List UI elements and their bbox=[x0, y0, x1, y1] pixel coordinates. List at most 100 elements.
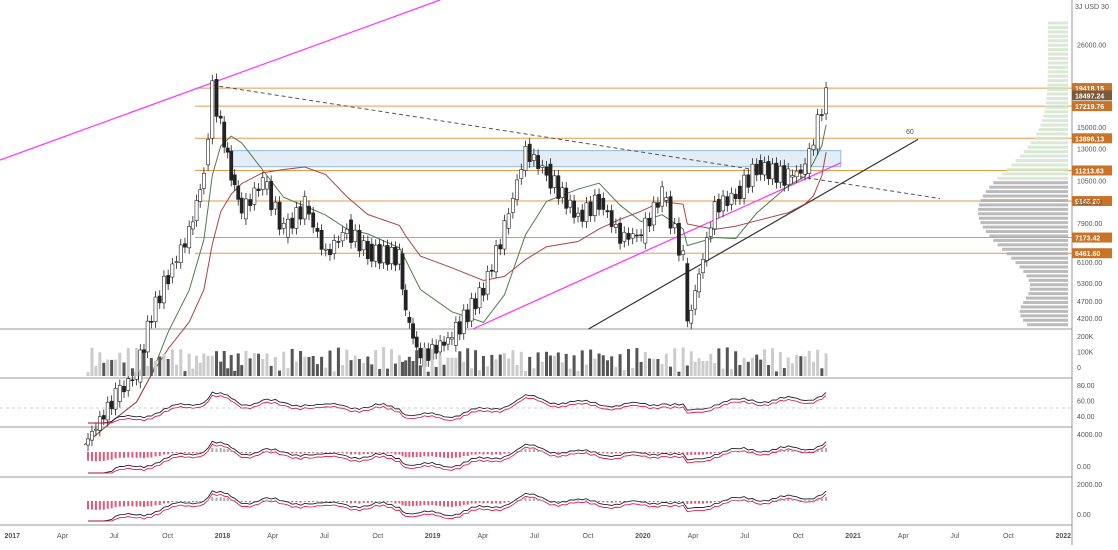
macd-hist-bar bbox=[184, 501, 186, 502]
mom-hist-bar bbox=[387, 452, 389, 453]
time-axis-tick: Oct bbox=[583, 533, 594, 540]
momentum-panel[interactable] bbox=[87, 441, 827, 473]
volume-bar bbox=[244, 351, 247, 376]
candle-body bbox=[755, 164, 758, 175]
macd-hist-bar bbox=[520, 499, 522, 501]
volume-bar bbox=[454, 358, 457, 376]
candle-body bbox=[354, 230, 357, 242]
mom-hist-bar bbox=[379, 452, 381, 453]
macd-hist-bar bbox=[241, 501, 243, 502]
volume-bar bbox=[585, 365, 588, 376]
volume-profile-bar bbox=[1027, 323, 1068, 326]
volume-bar bbox=[431, 349, 434, 376]
candle-body bbox=[751, 164, 754, 186]
volume-profile-bar bbox=[1034, 137, 1068, 140]
mom-hist-bar bbox=[714, 452, 716, 453]
candle-body bbox=[576, 213, 579, 216]
rsi-panel[interactable] bbox=[0, 392, 1072, 423]
mom-hist-bar bbox=[390, 452, 392, 453]
candle-body bbox=[118, 385, 121, 401]
mom-hist-bar bbox=[670, 452, 672, 453]
candle-body bbox=[665, 198, 668, 201]
volume-bar bbox=[191, 369, 194, 376]
mom-hist-bar bbox=[463, 452, 465, 456]
volume-profile-bar bbox=[1045, 106, 1068, 109]
candle-body bbox=[561, 188, 564, 198]
mom-hist-bar bbox=[471, 452, 473, 455]
macd-hist-bar bbox=[227, 498, 229, 501]
macd-hist-bar bbox=[577, 500, 579, 501]
price-panel[interactable]: 19418.1518497.2417219.7613896.1311213.63… bbox=[0, 0, 1112, 451]
mom-hist-bar bbox=[325, 452, 327, 453]
volume-profile-bar bbox=[1026, 297, 1068, 300]
candle-body bbox=[618, 223, 621, 243]
candle-body bbox=[553, 176, 556, 188]
volume-profile-bar bbox=[979, 217, 1068, 220]
volume-bar bbox=[303, 357, 306, 376]
mom-hist-bar bbox=[295, 452, 297, 453]
volume-bar bbox=[341, 365, 344, 376]
macd-hist-bar bbox=[783, 499, 785, 501]
candle-body bbox=[795, 171, 798, 177]
macd-hist-bar bbox=[337, 501, 339, 502]
candle-body bbox=[734, 194, 737, 198]
mom-hist-bar bbox=[615, 452, 617, 453]
candle-body bbox=[572, 201, 575, 218]
mom-hist-bar bbox=[439, 452, 441, 457]
candle-body bbox=[532, 154, 535, 160]
macd-panel[interactable] bbox=[87, 491, 827, 521]
candle-body bbox=[206, 139, 209, 165]
macd-hist-bar bbox=[463, 501, 465, 505]
candle-body bbox=[312, 213, 315, 227]
candle-body bbox=[462, 310, 465, 333]
candle-body bbox=[158, 296, 161, 303]
candle-body bbox=[747, 175, 750, 187]
mom-hist-bar bbox=[230, 450, 232, 452]
volume-profile-bar bbox=[1007, 252, 1068, 255]
macd-hist-bar bbox=[91, 501, 93, 510]
mom-hist-bar bbox=[147, 452, 149, 457]
macd-hist-bar bbox=[435, 501, 437, 506]
mom-hist-bar bbox=[783, 450, 785, 452]
mom-hist-bar bbox=[188, 452, 190, 453]
subpanel-axis-tick: 4000.00 bbox=[1077, 432, 1102, 439]
volume-bar bbox=[354, 356, 357, 376]
volume-bar bbox=[286, 368, 289, 376]
macd-hist-bar bbox=[611, 501, 613, 503]
mom-hist-bar bbox=[735, 451, 737, 452]
volume-profile-bar bbox=[1042, 119, 1068, 122]
price-level-label: 6461.60 bbox=[1075, 251, 1100, 258]
candle-body bbox=[803, 164, 806, 174]
volume-profile-bar bbox=[1026, 274, 1068, 277]
macd-hist-bar bbox=[649, 501, 651, 502]
mom-hist-bar bbox=[308, 452, 310, 453]
candle-body bbox=[86, 439, 89, 445]
candle-body bbox=[787, 169, 790, 185]
mom-hist-bar bbox=[459, 452, 461, 458]
volume-bar bbox=[474, 350, 477, 376]
macd-hist-bar bbox=[730, 500, 732, 501]
candle-body bbox=[690, 310, 693, 323]
macd-hist-bar bbox=[779, 499, 781, 501]
candle-body bbox=[171, 264, 174, 277]
volume-profile-bar bbox=[993, 181, 1068, 184]
macd-hist-bar bbox=[537, 499, 539, 501]
macd-hist-bar bbox=[541, 500, 543, 501]
macd-hist-bar bbox=[308, 501, 310, 502]
time-axis-tick: 2020 bbox=[635, 533, 651, 540]
mom-hist-bar bbox=[155, 452, 157, 456]
mom-hist-bar bbox=[598, 452, 600, 453]
mom-hist-bar bbox=[107, 452, 109, 460]
volume-bar bbox=[511, 350, 514, 376]
volume-profile-bar bbox=[1048, 61, 1068, 64]
mom-hist-bar bbox=[249, 452, 251, 453]
volume-bar bbox=[261, 359, 264, 376]
volume-bar bbox=[652, 359, 655, 376]
volume-panel[interactable] bbox=[87, 347, 828, 376]
mom-hist-bar bbox=[557, 452, 559, 453]
mom-hist-bar bbox=[690, 452, 692, 455]
volume-bar bbox=[199, 363, 202, 376]
volume-bar bbox=[427, 372, 430, 376]
